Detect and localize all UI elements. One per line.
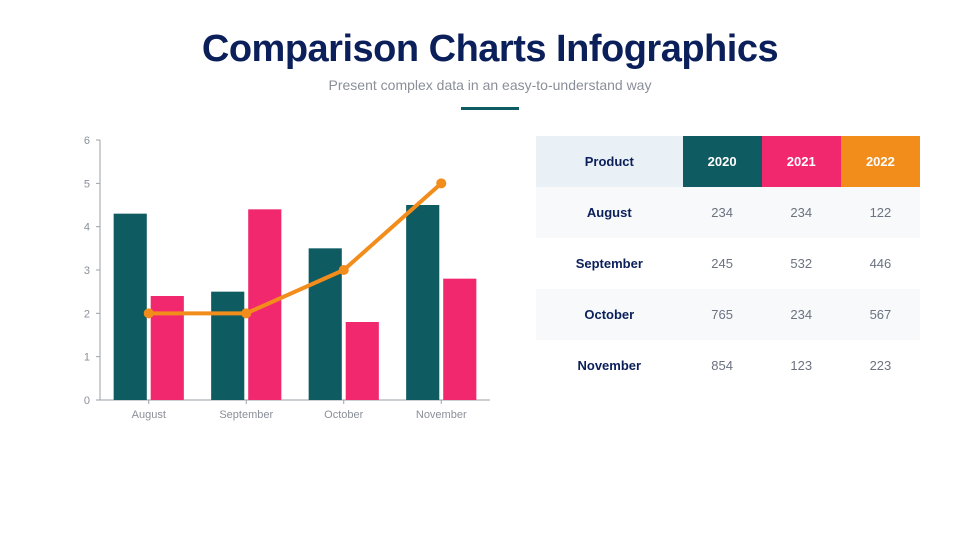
table-cell: 223 (841, 340, 920, 391)
bar (211, 292, 244, 400)
row-label: August (536, 187, 683, 238)
svg-text:6: 6 (84, 135, 90, 147)
svg-text:September: September (219, 409, 273, 421)
table-cell: 234 (762, 187, 841, 238)
table-cell: 123 (762, 340, 841, 391)
page-subtitle: Present complex data in an easy-to-under… (0, 77, 980, 93)
bar (114, 214, 147, 400)
table-row: October765234567 (536, 289, 920, 340)
data-table-wrap: Product 2020 2021 2022 August234234122Se… (536, 136, 920, 391)
chart-svg: 0 1 2 3 4 5 6 August September October November (60, 130, 500, 440)
table-body: August234234122September245532446October… (536, 187, 920, 391)
table-row: September245532446 (536, 238, 920, 289)
table-cell: 446 (841, 238, 920, 289)
table-cell: 854 (683, 340, 762, 391)
table-header-2021: 2021 (762, 136, 841, 187)
row-label: October (536, 289, 683, 340)
table-cell: 234 (762, 289, 841, 340)
page-title: Comparison Charts Infographics (0, 28, 980, 71)
table-cell: 122 (841, 187, 920, 238)
table-header-row: Product 2020 2021 2022 (536, 136, 920, 187)
svg-text:October: October (324, 409, 363, 421)
row-label: November (536, 340, 683, 391)
table-header-product: Product (536, 136, 683, 187)
table-cell: 567 (841, 289, 920, 340)
svg-text:3: 3 (84, 265, 90, 277)
table-cell: 245 (683, 238, 762, 289)
table-header-2022: 2022 (841, 136, 920, 187)
table-row: November854123223 (536, 340, 920, 391)
table-cell: 234 (683, 187, 762, 238)
svg-text:5: 5 (84, 178, 90, 190)
row-label: September (536, 238, 683, 289)
svg-text:November: November (416, 409, 467, 421)
line-marker (241, 308, 251, 318)
table-row: August234234122 (536, 187, 920, 238)
svg-text:1: 1 (84, 352, 90, 364)
bar (443, 279, 476, 400)
svg-text:August: August (132, 409, 166, 421)
table-cell: 765 (683, 289, 762, 340)
line-marker (144, 308, 154, 318)
comparison-chart: 0 1 2 3 4 5 6 August September October November (60, 130, 500, 440)
bar (406, 205, 439, 400)
table-cell: 532 (762, 238, 841, 289)
svg-text:2: 2 (84, 308, 90, 320)
trend-line (149, 183, 442, 313)
line-marker (436, 178, 446, 188)
data-table: Product 2020 2021 2022 August234234122Se… (536, 136, 920, 391)
table-header-2020: 2020 (683, 136, 762, 187)
svg-text:0: 0 (84, 395, 90, 407)
line-marker (339, 265, 349, 275)
content-row: 0123456AugustSeptemberOctoberNovember Pr… (0, 110, 980, 440)
header: Comparison Charts Infographics Present c… (0, 0, 980, 110)
svg-text:4: 4 (84, 222, 90, 234)
bar (346, 322, 379, 400)
